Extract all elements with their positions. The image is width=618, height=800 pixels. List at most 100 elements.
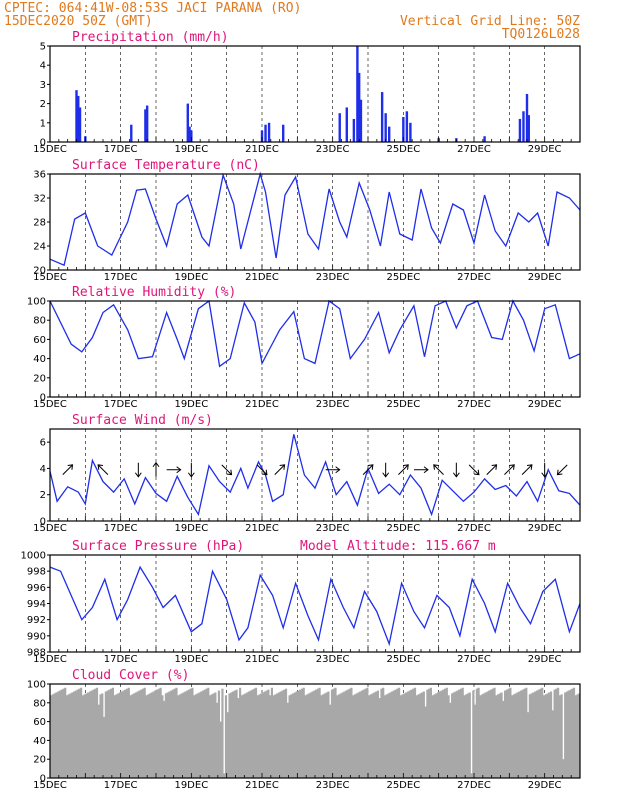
- cloud-bar: [283, 689, 286, 778]
- cloud-bar: [83, 694, 86, 778]
- precip-x-tick-label: 27DEC: [457, 144, 491, 155]
- humidity-y-tick-label: 20: [33, 373, 46, 384]
- cloud-bar: [534, 691, 537, 778]
- temperature-frame: [49, 173, 581, 271]
- cloud-bar: [465, 694, 468, 778]
- pressure-x-tick-label: 21DEC: [245, 654, 279, 665]
- precip-title: Precipitation (mm/h): [72, 30, 229, 45]
- cloud-bar: [141, 688, 145, 778]
- cloud-bar: [122, 690, 125, 778]
- temperature-title: Surface Temperature (nC): [72, 158, 260, 173]
- cloud-bar: [224, 695, 228, 778]
- precip-bar: [186, 103, 189, 142]
- cloud-bar: [564, 692, 567, 778]
- pressure-y-tick-label: 998: [27, 567, 46, 578]
- cloud-bar: [65, 695, 69, 778]
- cloud-bar: [249, 690, 252, 778]
- cloud-bar: [472, 690, 475, 778]
- cloud-bar: [178, 694, 182, 778]
- humidity-title: Relative Humidity (%): [72, 285, 236, 300]
- cloud-bar: [382, 687, 385, 778]
- cloud-bar: [337, 694, 341, 778]
- cloud-bar: [387, 693, 390, 778]
- cloud-bar: [288, 695, 291, 778]
- wind-arrowhead: [176, 466, 182, 474]
- cloud-bar: [166, 692, 169, 778]
- cloud-bar: [541, 687, 544, 778]
- cloud-bar: [447, 695, 450, 778]
- cloud-x-tick-label: 17DEC: [104, 780, 138, 791]
- cloud-bar: [426, 689, 429, 778]
- wind-arrow: [97, 464, 109, 475]
- wind-arrow: [433, 464, 444, 475]
- cloud-bar: [458, 689, 461, 778]
- wind-y-tick-label: 6: [40, 438, 46, 449]
- cloud-x-tick-label: 21DEC: [245, 780, 279, 791]
- cloud-bar: [578, 693, 581, 778]
- cloud-bar: [117, 693, 120, 778]
- header-date: 15DEC2020 50Z (GMT): [4, 14, 153, 29]
- cloud-title: Cloud Cover (%): [72, 668, 189, 683]
- cloud-bar: [491, 688, 494, 778]
- wind-x-tick-label: 29DEC: [528, 523, 562, 534]
- cloud-bar: [186, 690, 189, 778]
- cloud-bar: [143, 687, 146, 778]
- temperature-x-tick-label: 15DEC: [33, 272, 67, 283]
- cloud-bar: [380, 688, 383, 778]
- cloud-bar: [58, 690, 61, 778]
- humidity-y-tick-label: 40: [33, 354, 46, 365]
- cloud-bar: [233, 690, 236, 778]
- cloud-bar: [113, 695, 116, 778]
- precip-bar: [338, 113, 341, 142]
- cloud-bar: [489, 689, 493, 778]
- cloud-bar: [103, 716, 106, 778]
- wind-arrow: [274, 464, 285, 475]
- humidity-x-tick-label: 29DEC: [528, 399, 562, 410]
- cloud-bar: [352, 695, 355, 778]
- cloud-bar: [279, 691, 282, 778]
- cloud-bar: [304, 695, 307, 778]
- wind-y-tick-label: 0: [40, 517, 46, 528]
- wind-title: Surface Wind (m/s): [72, 413, 213, 428]
- cloud-bar: [474, 704, 477, 778]
- cloud-x-tick-label: 27DEC: [457, 780, 491, 791]
- cloud-bar: [95, 687, 99, 778]
- precip-bar: [402, 117, 405, 142]
- cloud-bar: [219, 721, 222, 778]
- cloud-bar: [375, 691, 378, 778]
- cloud-bar: [353, 694, 357, 778]
- cloud-bar: [302, 687, 305, 778]
- temperature-y-tick-label: 36: [33, 170, 46, 181]
- cloud-bar: [205, 688, 208, 778]
- wind-arrowhead: [541, 472, 549, 478]
- cloud-bar: [191, 687, 194, 778]
- cloud-bar: [115, 694, 118, 778]
- cloud-bar: [466, 693, 470, 778]
- panels: Precipitation (mm/h) 0 1 2 3 4 5 15DEC 17DEC 19DE…: [21, 30, 581, 791]
- temperature-x-tick-label: 23DEC: [316, 272, 350, 283]
- cloud-bar: [235, 689, 238, 778]
- pressure-y-tick-label: 988: [27, 648, 46, 659]
- cloud-bar: [468, 692, 471, 778]
- cloud-bar: [55, 692, 58, 778]
- precip-bar: [345, 107, 348, 142]
- cloud-bar: [440, 690, 443, 778]
- cloud-bar: [51, 694, 54, 778]
- header-grid-note: Vertical Grid Line: 50Z: [400, 14, 580, 29]
- precip-panel: Precipitation (mm/h) 0 1 2 3 4 5 15DEC 17DEC 19DE…: [33, 30, 581, 155]
- humidity-x-tick-label: 17DEC: [104, 399, 138, 410]
- cloud-bar: [557, 687, 560, 778]
- precip-y-tick-label: 2: [40, 99, 46, 110]
- cloud-bar: [111, 687, 114, 778]
- cloud-bar: [152, 691, 155, 778]
- cloud-bar: [451, 693, 454, 778]
- cloud-bar: [429, 687, 432, 778]
- precip-bar: [352, 118, 356, 142]
- cloud-bar: [565, 691, 569, 778]
- precip-x-tick-label: 29DEC: [528, 144, 562, 155]
- cloud-bar: [323, 693, 326, 778]
- cloud-bar: [240, 695, 243, 778]
- wind-arrow: [256, 464, 268, 475]
- wind-arrow: [504, 464, 515, 475]
- wind-arrow: [221, 464, 232, 475]
